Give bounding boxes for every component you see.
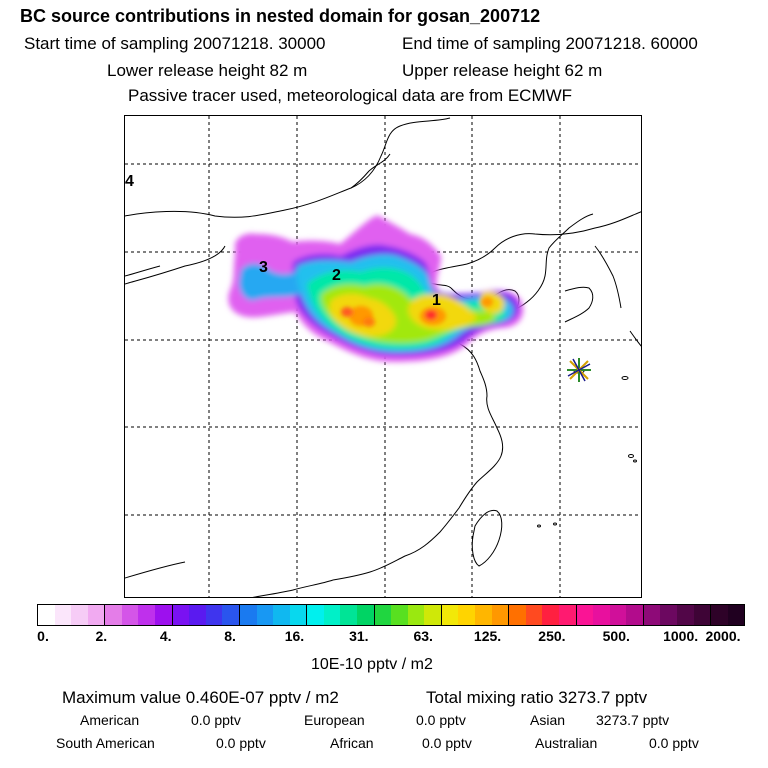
european-value: 0.0 pptv	[416, 712, 466, 728]
color-scale-tick-label: 1000.	[663, 628, 699, 644]
color-scale-tick-label: 125.	[473, 628, 502, 644]
color-scale-tick-label: 63.	[413, 628, 433, 644]
color-swatch	[458, 605, 476, 625]
color-swatch	[727, 605, 745, 625]
upper-release-height: Upper release height 62 m	[402, 61, 603, 80]
color-scale-tick-label: 31.	[349, 628, 369, 644]
color-swatch	[356, 605, 375, 625]
color-swatch	[643, 605, 661, 625]
american-value: 0.0 pptv	[191, 712, 241, 728]
map-canvas	[125, 116, 641, 597]
color-swatch	[525, 605, 543, 625]
end-time: End time of sampling 20071218. 60000	[402, 34, 698, 53]
color-swatch	[323, 605, 341, 625]
color-swatch	[307, 605, 324, 625]
color-swatch	[38, 605, 55, 625]
color-scale-tick-label: 250.	[538, 628, 566, 644]
color-swatch	[340, 605, 357, 625]
color-swatch	[424, 605, 442, 625]
color-swatch	[54, 605, 72, 625]
color-swatch	[407, 605, 425, 625]
color-swatch	[121, 605, 139, 625]
color-swatch	[660, 605, 677, 625]
color-swatch	[239, 605, 257, 625]
color-swatch	[205, 605, 223, 625]
islands	[537, 368, 637, 528]
south-american-value: 0.0 pptv	[216, 735, 266, 751]
region-label-1: 1	[432, 292, 441, 309]
color-swatch	[542, 605, 559, 625]
european-label: European	[304, 712, 365, 728]
african-value: 0.0 pptv	[422, 735, 472, 751]
color-scale-tick-label: 4.	[159, 628, 172, 644]
color-swatch	[441, 605, 459, 625]
plot-title: BC source contributions in nested domain…	[20, 6, 541, 26]
tracer-note: Passive tracer used, meteorological data…	[128, 86, 573, 105]
color-swatch	[509, 605, 526, 625]
color-swatch	[711, 605, 728, 625]
australian-value: 0.0 pptv	[649, 735, 699, 751]
start-time: Start time of sampling 20071218. 30000	[24, 34, 326, 53]
asian-label: Asian	[530, 712, 566, 728]
color-swatch	[189, 605, 206, 625]
maximum-value: Maximum value 0.460E-07 pptv / m2	[62, 688, 339, 707]
region-label-3: 3	[259, 259, 268, 276]
color-swatch	[576, 605, 594, 625]
star-marker	[567, 358, 591, 382]
color-swatch	[71, 605, 88, 625]
color-scale-unit: 10E-10 pptv / m2	[311, 656, 433, 673]
color-scale-bar	[37, 604, 745, 626]
color-swatch	[475, 605, 492, 625]
african-label: African	[330, 735, 374, 751]
color-scale-tick-label: 500.	[602, 628, 630, 644]
lower-release-height: Lower release height 82 m	[107, 61, 308, 80]
color-scale-tick-label: 0.	[37, 628, 49, 644]
color-swatch	[609, 605, 627, 625]
color-swatch	[491, 605, 510, 625]
color-swatch	[155, 605, 173, 625]
color-swatch	[626, 605, 644, 625]
color-swatch	[374, 605, 392, 625]
concentration-plume	[228, 215, 524, 362]
color-swatch	[172, 605, 190, 625]
color-swatch	[693, 605, 712, 625]
region-label-4: 4	[125, 173, 134, 190]
color-swatch	[676, 605, 694, 625]
color-swatch	[222, 605, 240, 625]
australian-label: Australian	[535, 735, 598, 751]
region-label-2: 2	[332, 267, 341, 284]
color-swatch	[289, 605, 308, 625]
color-scale-tick-label: 16.	[284, 628, 305, 644]
total-mixing-ratio: Total mixing ratio 3273.7 pptv	[426, 688, 648, 707]
color-swatch	[593, 605, 610, 625]
color-swatch	[105, 605, 122, 625]
color-swatch	[138, 605, 156, 625]
map-panel: 1 2 3 4	[124, 115, 642, 598]
color-swatch	[87, 605, 106, 625]
color-swatch	[391, 605, 408, 625]
south-american-label: South American	[56, 735, 155, 751]
american-label: American	[80, 712, 140, 728]
coastlines	[125, 117, 641, 597]
color-swatch	[273, 605, 290, 625]
color-scale-tick-label: 2000.	[705, 628, 741, 644]
color-scale-tick-label: 2.	[95, 628, 108, 644]
color-swatch	[558, 605, 577, 625]
asian-value: 3273.7 pptv	[596, 712, 670, 728]
color-scale-tick-label: 8.	[224, 628, 236, 644]
color-swatch	[256, 605, 274, 625]
